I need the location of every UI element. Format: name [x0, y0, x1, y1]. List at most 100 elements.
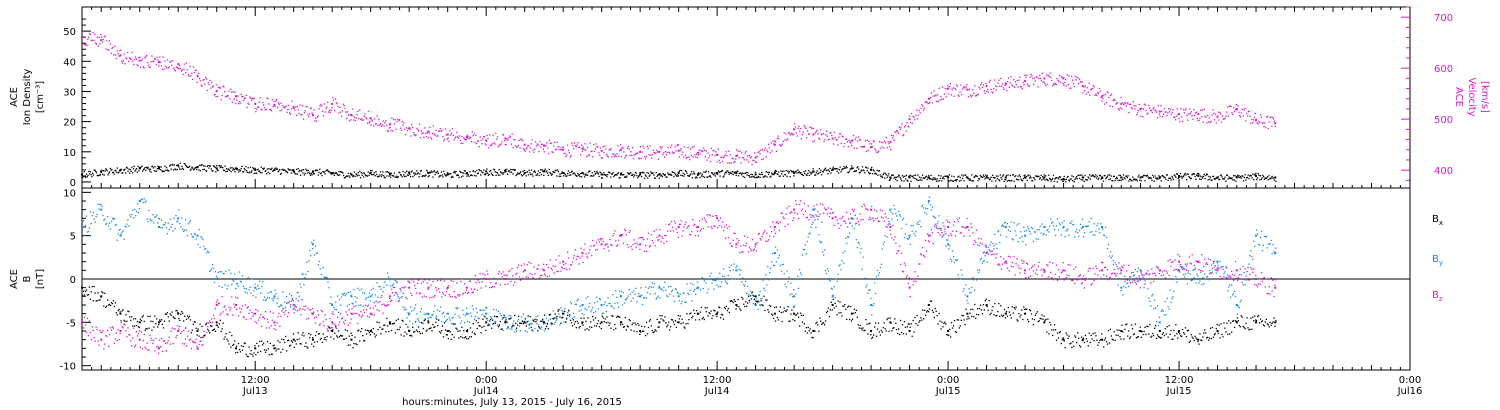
ion-density-series-sample: [586, 174, 588, 176]
velocity-series-sample: [818, 137, 820, 139]
ion-density-series-sample: [89, 171, 91, 173]
bz-series-sample: [642, 237, 644, 239]
velocity-series-sample: [686, 156, 688, 159]
bz-series-sample: [1163, 270, 1165, 272]
velocity-series-sample: [805, 127, 807, 130]
bz-series-sample: [102, 330, 104, 332]
velocity-series-sample: [669, 152, 671, 154]
velocity-series-sample: [494, 143, 496, 145]
bz-series-sample: [467, 291, 470, 294]
bz-series-sample: [126, 336, 128, 338]
velocity-series-sample: [1004, 84, 1006, 86]
ion-density-series-sample: [1249, 174, 1252, 176]
ion-density-series-sample: [879, 174, 881, 176]
ion-density-series-sample: [1212, 175, 1215, 178]
by-series-sample: [284, 301, 286, 303]
by-series-sample: [222, 272, 224, 275]
velocity-series-sample: [1162, 116, 1164, 118]
velocity-series-sample: [1048, 76, 1050, 78]
ion-density-series-sample: [108, 171, 111, 173]
ion-density-series-point: [465, 171, 468, 174]
bz-series-sample: [735, 246, 737, 249]
velocity-series-point: [696, 151, 699, 154]
velocity-series-sample: [581, 150, 584, 153]
ion-density-series-sample: [1269, 177, 1272, 180]
velocity-series-sample: [895, 131, 897, 133]
velocity-series-sample: [1034, 80, 1036, 82]
bz-series-sample: [679, 223, 681, 225]
bz-series-sample: [151, 339, 153, 342]
ion-density-series-sample: [268, 168, 270, 170]
bz-series-sample: [905, 276, 908, 279]
bz-series-sample: [639, 248, 641, 251]
ion-density-series-sample: [523, 173, 525, 176]
bz-series-sample: [702, 227, 704, 230]
ion-density-series-sample: [407, 174, 409, 177]
velocity-series-sample: [1014, 81, 1017, 83]
velocity-series-sample: [195, 69, 197, 71]
velocity-series-sample: [832, 138, 834, 140]
bz-series-sample: [540, 274, 542, 277]
by-series-sample: [446, 318, 449, 321]
bz-series-sample: [505, 274, 507, 277]
bz-series-sample: [581, 255, 583, 257]
velocity-series-sample: [1026, 83, 1029, 85]
velocity-series-sample: [1219, 111, 1221, 114]
bz-series-sample: [521, 277, 524, 279]
velocity-series-sample: [373, 125, 375, 127]
bz-series-sample: [918, 263, 920, 265]
bz-series-sample: [86, 317, 89, 320]
by-series-sample: [266, 296, 269, 299]
velocity-series-sample: [164, 60, 166, 62]
bz-series-sample: [681, 235, 683, 237]
velocity-series-sample: [97, 45, 99, 47]
velocity-series-sample: [905, 130, 907, 132]
by-series-sample: [369, 300, 372, 302]
ion-density-series-sample: [360, 171, 362, 174]
velocity-series-sample: [1115, 103, 1117, 105]
bz-series-sample: [800, 209, 803, 212]
bz-series-sample: [701, 218, 704, 220]
bz-series-sample: [869, 216, 871, 219]
ion-density-series-sample: [769, 176, 771, 178]
ion-density-series-sample: [825, 169, 827, 172]
velocity-series-sample: [613, 155, 616, 158]
by-series-sample: [200, 236, 202, 238]
ion-density-series-sample: [717, 173, 719, 175]
bz-series-sample: [122, 327, 124, 329]
velocity-series-sample: [413, 133, 416, 136]
velocity-series-sample: [466, 134, 468, 136]
ion-density-series-sample: [1058, 178, 1060, 180]
bz-series-sample: [359, 315, 361, 317]
velocity-series-sample: [857, 140, 859, 142]
velocity-series-sample: [161, 68, 163, 70]
by-series-sample: [294, 309, 296, 311]
bz-series-sample: [936, 228, 938, 230]
by-series-sample: [239, 280, 242, 282]
by-series-sample: [521, 320, 524, 322]
ion-density-series-sample: [1196, 172, 1199, 175]
by-series-sample: [388, 276, 390, 278]
bz-series-sample: [617, 244, 619, 246]
ion-density-series-point: [485, 170, 488, 173]
ion-density-series-sample: [1055, 177, 1057, 179]
velocity-series-sample: [437, 130, 440, 132]
ion-density-series-sample: [951, 175, 953, 177]
ion-density-series-sample: [284, 169, 286, 171]
velocity-series-sample: [204, 83, 206, 85]
bz-series-sample: [552, 265, 554, 267]
by-series-sample: [137, 212, 140, 214]
bz-series: [81, 200, 1277, 354]
ion-density-series-sample: [827, 169, 830, 171]
velocity-series-sample: [1213, 112, 1215, 115]
velocity-series-sample: [278, 103, 280, 105]
ion-density-series-sample: [781, 170, 784, 173]
velocity-series-sample: [108, 40, 111, 42]
bz-series-sample: [1082, 275, 1085, 277]
by-series-sample: [443, 316, 446, 318]
ion-density-series-sample: [338, 170, 340, 173]
bz-series-sample: [707, 226, 709, 228]
bz-series-sample: [476, 289, 478, 291]
velocity-series-sample: [395, 128, 397, 130]
velocity-series-sample: [707, 152, 709, 154]
